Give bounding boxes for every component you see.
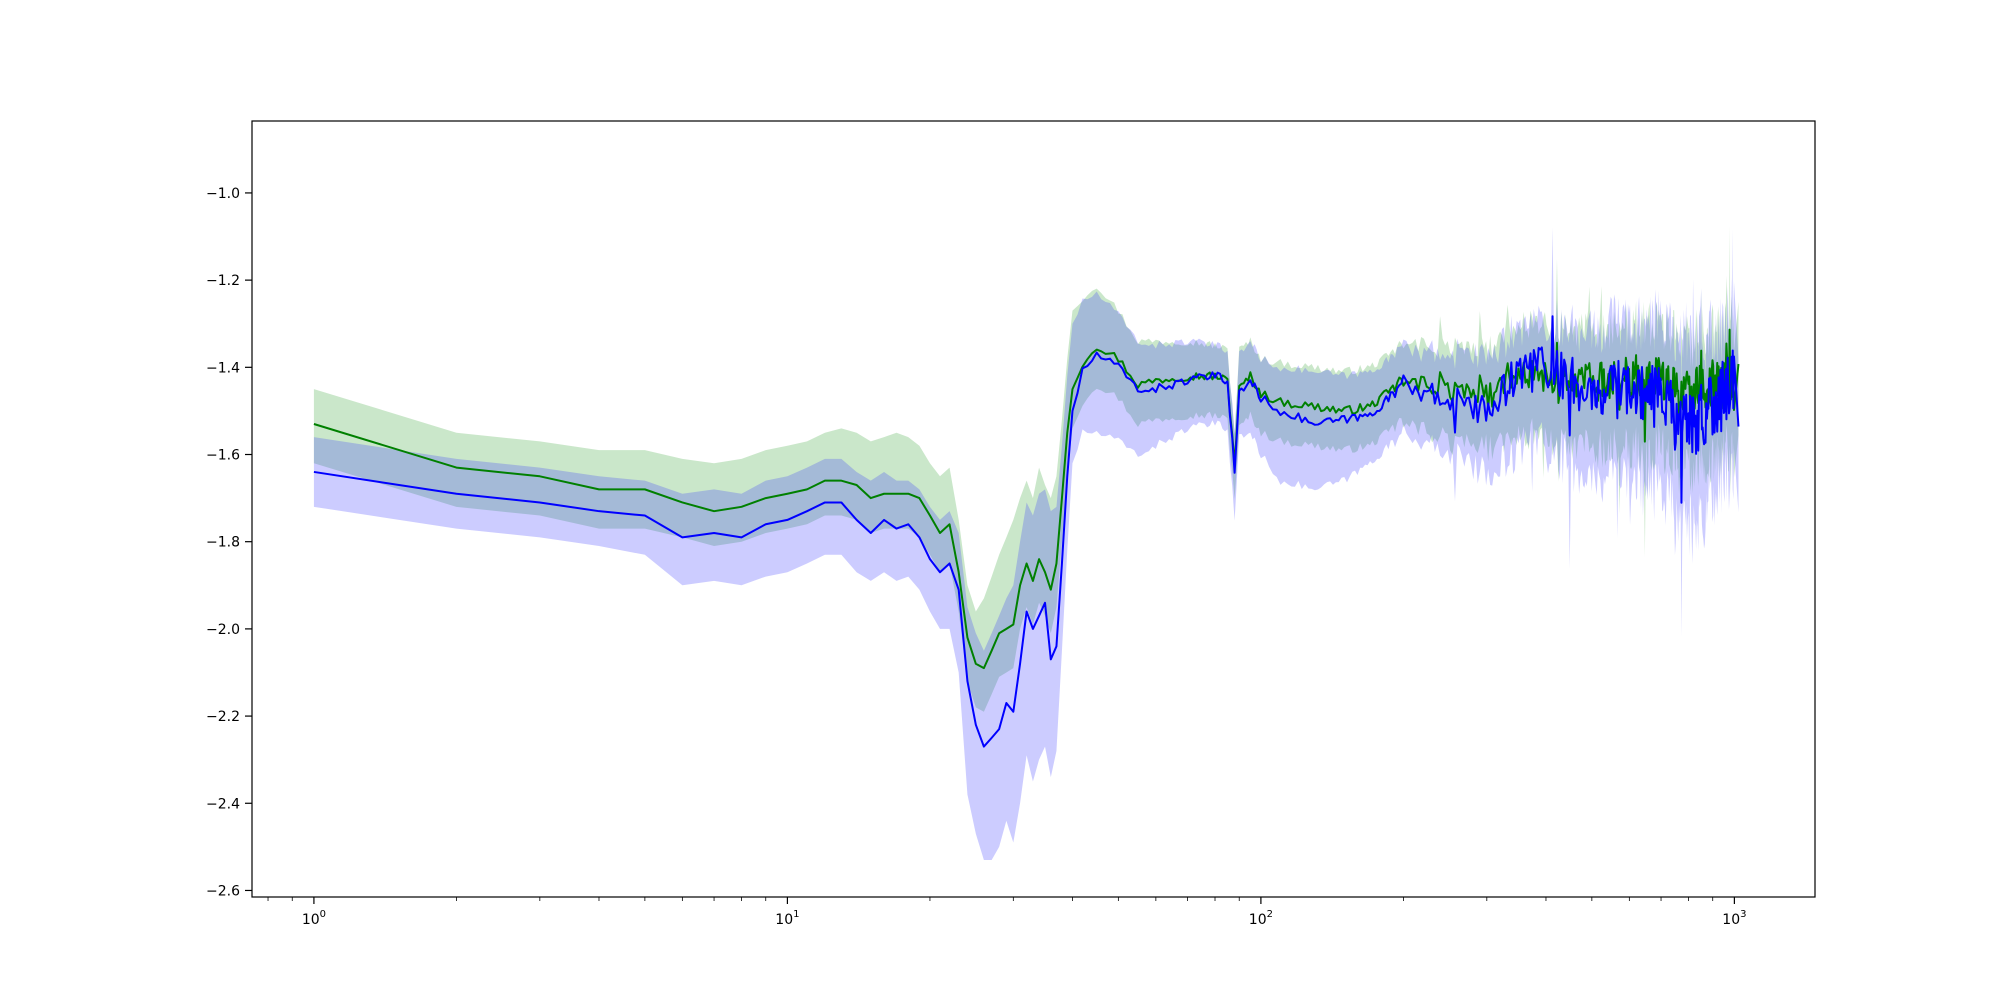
y-tick-label: −2.6 (206, 883, 240, 899)
y-tick-label: −1.4 (206, 360, 240, 376)
x-tick-label: 103 (1722, 909, 1746, 928)
confidence-band-1 (313, 225, 1739, 712)
y-tick-label: −1.0 (206, 186, 240, 202)
y-tick-label: −2.0 (206, 622, 240, 638)
plot-frame (251, 120, 1816, 898)
x-axis: 100 101 102 103 (267, 897, 1746, 928)
y-tick-label: −2.2 (206, 709, 240, 725)
y-axis: −1.0 −1.2 −1.4 −1.6 −1.8 −2.0 −2.2 −2.4 −2.6 (206, 186, 252, 899)
confidence-band-2 (313, 227, 1739, 860)
series-line-2 (313, 315, 1740, 748)
y-tick-label: −1.8 (206, 535, 240, 551)
x-tick-label: 101 (775, 909, 799, 928)
y-tick-label: −2.4 (206, 796, 240, 812)
y-tick-label: −1.2 (206, 273, 240, 289)
series-lines (313, 315, 1740, 748)
confidence-bands (313, 225, 1739, 860)
y-tick-label: −1.6 (206, 448, 240, 464)
series-line-1 (313, 328, 1740, 670)
x-tick-label: 102 (1249, 909, 1273, 928)
x-tick-label: 100 (302, 909, 326, 928)
